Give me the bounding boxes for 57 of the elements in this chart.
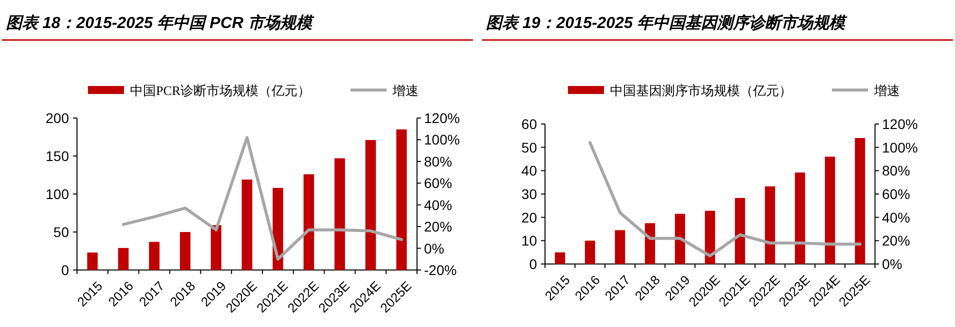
y-tick-label: 100 bbox=[46, 186, 70, 202]
bar bbox=[304, 174, 314, 270]
bar bbox=[644, 223, 656, 264]
bar bbox=[334, 158, 345, 270]
bar bbox=[149, 242, 160, 270]
bar bbox=[272, 188, 284, 270]
y-tick-label: 50 bbox=[521, 139, 538, 156]
legend-label: 中国基因测序市场规模（亿元） bbox=[610, 83, 792, 98]
bar bbox=[87, 252, 98, 270]
y-tick-label: 30 bbox=[521, 186, 538, 202]
y-tick-label: 150 bbox=[46, 148, 70, 164]
legend-label: 中国PCR诊断市场规模（亿元） bbox=[130, 83, 311, 98]
y2-tick-label: 40% bbox=[424, 196, 452, 213]
y-tick-label: 40 bbox=[521, 162, 538, 179]
y2-tick-label: 60% bbox=[882, 186, 910, 202]
bar bbox=[365, 140, 376, 270]
y2-tick-label: 0% bbox=[882, 256, 902, 272]
y2-tick-label: 60% bbox=[424, 175, 452, 192]
bar bbox=[734, 198, 746, 264]
y2-tick-label: 100% bbox=[882, 139, 918, 156]
bar bbox=[180, 232, 190, 270]
y2-tick-label: 0% bbox=[424, 240, 444, 256]
line-series bbox=[588, 141, 862, 258]
y2-tick-label: 20% bbox=[424, 218, 452, 235]
y2-tick-label: 120% bbox=[882, 116, 918, 132]
y-tick-label: 200 bbox=[46, 110, 70, 126]
y2-tick-label: 80% bbox=[882, 162, 910, 179]
y2-tick-label: 80% bbox=[424, 153, 452, 170]
legend-label: 增速 bbox=[392, 83, 419, 98]
y2-tick-label: 20% bbox=[882, 232, 910, 249]
bar bbox=[554, 252, 566, 264]
legend-label: 增速 bbox=[873, 83, 900, 98]
bar bbox=[118, 248, 129, 270]
bar bbox=[242, 180, 252, 270]
y-tick-label: 60 bbox=[521, 116, 538, 132]
bar bbox=[824, 156, 836, 264]
y-tick-label: 0 bbox=[61, 262, 70, 278]
bar bbox=[584, 240, 596, 264]
y-tick-label: 20 bbox=[521, 209, 538, 226]
y-tick-label: 10 bbox=[521, 232, 538, 249]
bar bbox=[794, 172, 806, 264]
bar bbox=[674, 214, 686, 264]
y-tick-label: 50 bbox=[53, 224, 70, 240]
chart-title: 图表 18：2015-2025 年中国 PCR 市场规模 bbox=[6, 14, 315, 32]
bar bbox=[704, 210, 716, 264]
y2-tick-label: 100% bbox=[424, 132, 460, 148]
chart-title: 图表 19：2015-2025 年中国基因测序诊断市场规模 bbox=[486, 13, 848, 32]
bar bbox=[396, 129, 407, 270]
y2-tick-label: -20% bbox=[424, 262, 457, 278]
y-tick-label: 0 bbox=[529, 256, 538, 272]
bar bbox=[854, 138, 866, 264]
bar bbox=[210, 225, 222, 270]
bar bbox=[764, 186, 776, 264]
bar bbox=[614, 230, 626, 264]
y2-tick-label: 120% bbox=[424, 110, 460, 126]
y2-tick-label: 40% bbox=[882, 209, 910, 226]
line-series bbox=[122, 136, 404, 261]
